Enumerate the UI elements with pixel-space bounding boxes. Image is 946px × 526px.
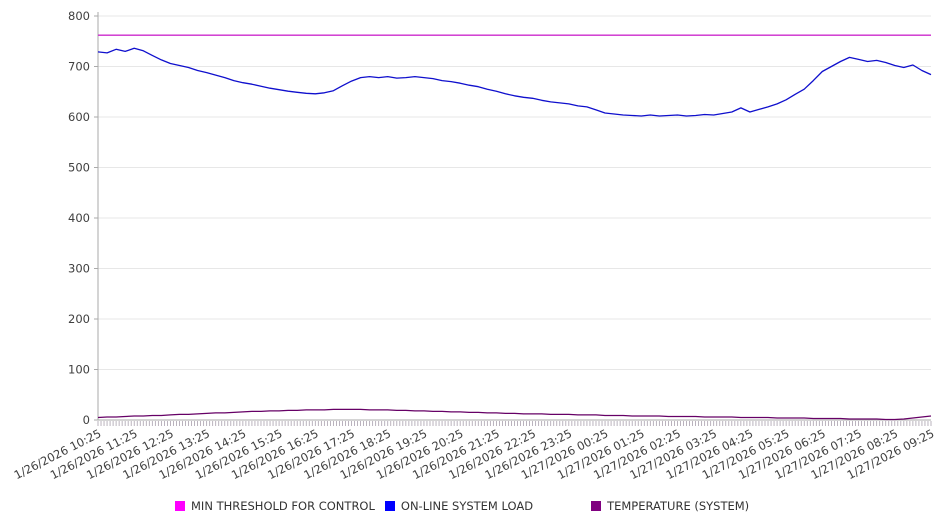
legend-swatch-icon	[591, 501, 602, 511]
legend-label: TEMPERATURE (SYSTEM)	[607, 499, 750, 513]
legend-swatch-icon	[175, 501, 185, 511]
y-tick-label: 100	[68, 363, 90, 377]
y-tick-label: 400	[68, 211, 90, 225]
y-tick-label: 700	[68, 60, 90, 74]
legend-label: ON-LINE SYSTEM LOAD	[400, 499, 534, 513]
y-tick-label: 0	[83, 413, 90, 427]
y-tick-label: 200	[68, 312, 90, 326]
system-load-line	[97, 47, 932, 117]
legend-swatch-icon	[384, 501, 395, 511]
y-tick-label: 800	[68, 9, 90, 23]
legend-item-min-threshold-for-control[interactable]: MIN THRESHOLD FOR CONTROL	[175, 499, 375, 513]
y-tick-label: 500	[68, 161, 90, 175]
y-tick-label: 300	[68, 262, 90, 276]
legend-item-on-line-system-load[interactable]: ON-LINE SYSTEM LOAD	[384, 499, 534, 513]
y-tick-label: 600	[68, 110, 90, 124]
temperature-line	[97, 408, 932, 421]
chart-legend: MIN THRESHOLD FOR CONTROL ON-LINE SYSTEM …	[175, 499, 749, 513]
legend-item-temperature-system[interactable]: TEMPERATURE (SYSTEM)	[591, 499, 749, 513]
legend-label: MIN THRESHOLD FOR CONTROL	[191, 499, 375, 513]
